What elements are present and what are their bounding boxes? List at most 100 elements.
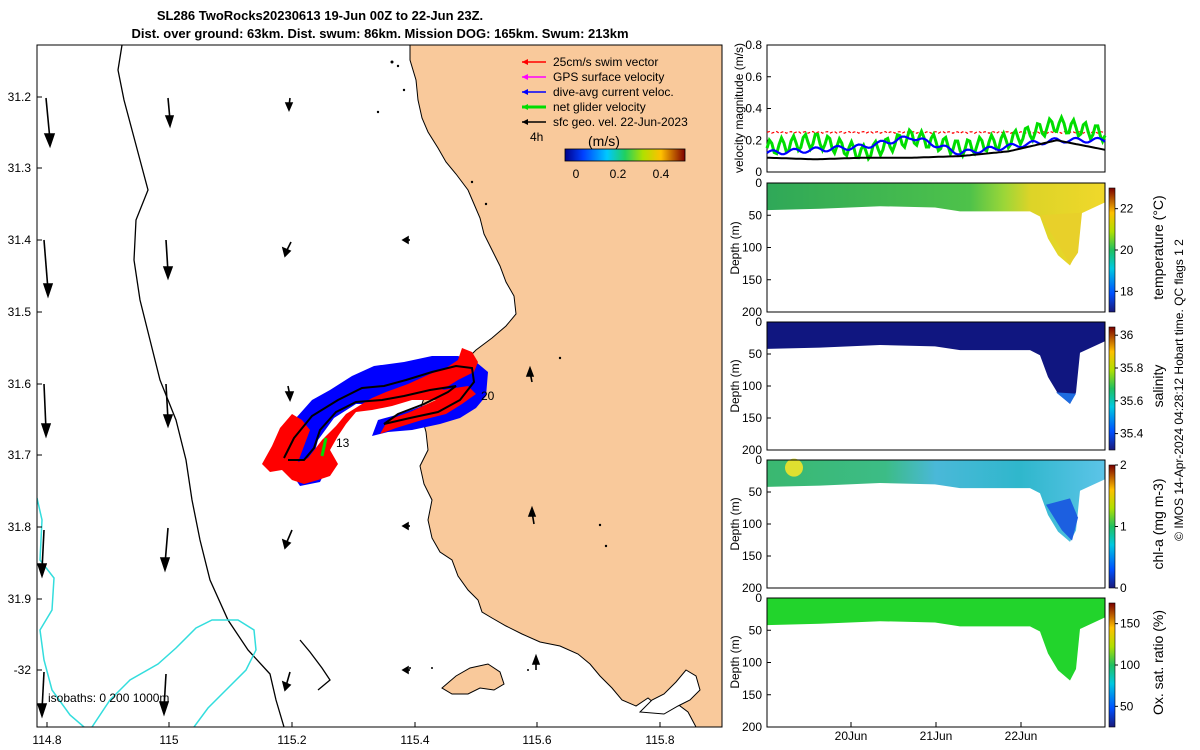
isobath-label: isobaths: 0 200 1000m [48, 691, 169, 705]
map-xtick-label: 115.6 [522, 733, 551, 747]
section-ytick-label: 100 [742, 379, 762, 393]
track-label-20: 20 [481, 389, 495, 403]
section-data-field [767, 183, 1105, 266]
swim-vector-region [262, 348, 478, 484]
section-panel-2: 0 50 100 150 200 Depth (m) 35.4 35.6 35.8 36 salin… [728, 315, 1166, 457]
colorbar-tick-label: 22 [1120, 202, 1134, 216]
colorbar-tick-label: 18 [1120, 284, 1134, 298]
section-colorbar [1108, 326, 1116, 451]
speed-colorbar [564, 148, 686, 162]
colorbar-tick-label: 150 [1120, 617, 1140, 631]
section-data-field [767, 322, 1105, 404]
legend-label: 25cm/s swim vector [553, 55, 658, 69]
colorbar-tick-label: 35.6 [1120, 394, 1144, 408]
colorbar-title: salinity [1150, 365, 1166, 408]
colorbar-tick-0: 0 [573, 167, 580, 181]
map-ytick-label: 31.3 [8, 161, 32, 175]
map-frame [36, 44, 723, 728]
time-tick-label: 22Jun [1005, 729, 1038, 743]
legend-arrowhead [522, 74, 528, 80]
map-ytick-label: 31.6 [8, 377, 32, 391]
section-ylabel: Depth (m) [728, 359, 742, 412]
net-glider-velocity [320, 437, 328, 457]
map-xtick-label: 115.2 [277, 733, 306, 747]
legend-4h: 4h [530, 130, 543, 144]
map-xtick-label: 115.4 [400, 733, 429, 747]
colorbar-tick-label: 1 [1120, 520, 1127, 534]
velocity-panel: 0 0.2 0.4 0.6 0.8 velocity magnitude (m/s) [732, 38, 1107, 179]
chl-deep-field [1046, 498, 1078, 541]
map-ytick-label: 31.9 [8, 592, 32, 606]
section-ytick-label: 50 [749, 485, 763, 499]
map-ytick-label: -32 [14, 663, 32, 677]
colorbar-title: chl-a (mg m-3) [1150, 478, 1166, 569]
credit-text: © IMOS 14-Apr-2024 04:28:12 Hobart time.… [1172, 239, 1186, 541]
isobath-200b [299, 639, 331, 691]
colorbar-tick-2: 0.4 [653, 167, 670, 181]
velocity-series [765, 113, 1107, 162]
section-ytick-label: 100 [742, 517, 762, 531]
sfc-geo-velocity-arrows [37, 97, 541, 719]
section-ytick-label: 150 [742, 411, 762, 425]
section-panel-3: 0 50 100 150 200 Depth (m) 0 1 2 chl-a (mg m-3) [728, 453, 1166, 595]
section-panel-4: 0 50 100 150 200 Depth (m) 50 100 150 Ox. sat. ra… [728, 591, 1166, 734]
isobath-200 [117, 45, 285, 727]
isobath-1000 [37, 497, 85, 727]
section-panel-1: 0 50 100 150 200 Depth (m) 18 20 22 temperature (… [728, 176, 1166, 319]
title-line-2: Dist. over ground: 63km. Dist. swum: 86k… [131, 26, 628, 41]
legend-label: GPS surface velocity [553, 70, 664, 84]
section-ytick-label: 200 [742, 720, 762, 734]
colorbar-tick-label: 35.8 [1120, 361, 1144, 375]
time-axis: 20Jun 21Jun 22Jun [835, 722, 1038, 743]
map-ytick-label: 31.8 [8, 520, 32, 534]
colorbar-tick-label: 36 [1120, 328, 1134, 342]
map-x-ticks: 114.8 115 115.2 115.4 115.6 115.8 [32, 722, 675, 747]
section-data-field [767, 460, 1105, 542]
velocity-ylabel: velocity magnitude (m/s) [732, 43, 746, 173]
colorbar-tick-label: 50 [1120, 699, 1134, 713]
velocity-ytick-label: 0 [755, 165, 762, 179]
colorbar-title: temperature (°C) [1150, 195, 1166, 299]
section-ytick-label: 0 [755, 176, 762, 190]
legend-arrowhead [522, 89, 528, 95]
map-panel: 20 13 31.2 31.3 31.4 31.5 31.6 31.7 31.8 31.9 -3… [8, 44, 723, 747]
section-ytick-label: 200 [742, 581, 762, 595]
velocity-y-ticks: 0 0.2 0.4 0.6 0.8 [745, 38, 771, 179]
time-tick-label: 21Jun [920, 729, 953, 743]
velocity-ytick-label: 0.8 [745, 38, 762, 52]
legend-label: net glider velocity [553, 100, 646, 114]
velocity-ytick-label: 0.6 [745, 70, 762, 84]
title-line-1: SL286 TwoRocks20230613 19-Jun 00Z to 22-… [157, 8, 483, 23]
colorbar-label: (m/s) [588, 133, 620, 149]
legend-arrowhead [522, 119, 528, 125]
velocity-frame [766, 44, 1106, 173]
section-ytick-label: 100 [742, 241, 762, 255]
chl-hotspot [785, 458, 803, 477]
map-ytick-label: 31.2 [8, 90, 32, 104]
land-mass [409, 45, 722, 727]
section-ytick-label: 50 [749, 208, 763, 222]
map-xtick-label: 115.8 [645, 733, 674, 747]
colorbar-tick-label: 0 [1120, 581, 1127, 595]
legend-arrowhead [522, 104, 528, 110]
legend-label: dive-avg current veloc. [553, 85, 674, 99]
map-xtick-label: 114.8 [32, 733, 61, 747]
colorbar-title: Ox. sat. ratio (%) [1150, 610, 1166, 715]
map-ytick-label: 31.5 [8, 305, 32, 319]
section-ytick-label: 0 [755, 591, 762, 605]
section-ylabel: Depth (m) [728, 221, 742, 274]
map-ytick-label: 31.4 [8, 233, 32, 247]
section-ytick-label: 100 [742, 656, 762, 670]
coastal-rocks [376, 60, 608, 671]
section-ylabel: Depth (m) [728, 497, 742, 550]
section-colorbar [1108, 464, 1116, 589]
colorbar-tick-1: 0.2 [610, 167, 627, 181]
section-colorbar [1108, 602, 1116, 728]
map-ytick-label: 31.7 [8, 448, 32, 462]
colorbar-tick-label: 2 [1120, 458, 1127, 472]
estuary [638, 669, 701, 715]
legend-arrowhead [522, 59, 528, 65]
